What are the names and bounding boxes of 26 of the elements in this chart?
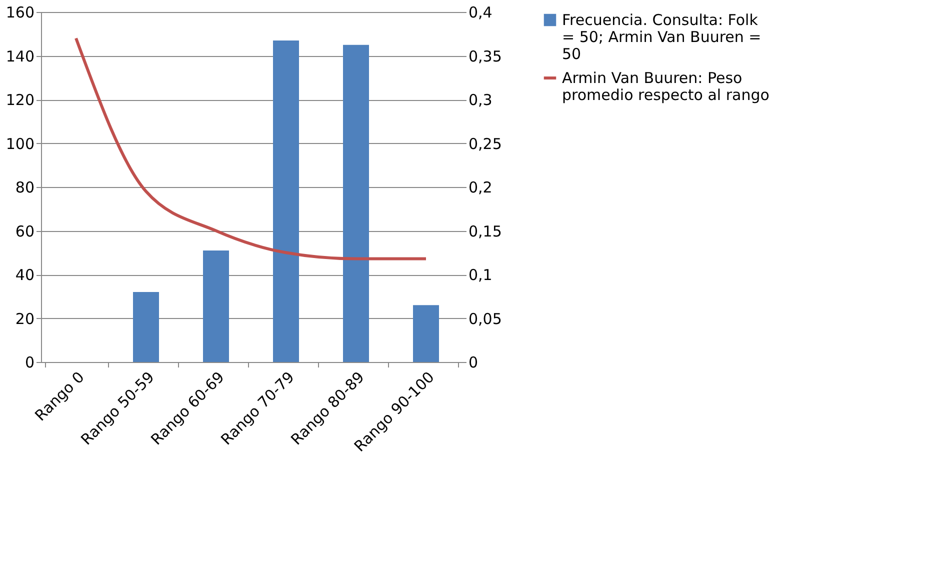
y2-tick-label: 0,1 (468, 266, 492, 284)
bar (133, 292, 159, 362)
y-tick-label: 120 (6, 91, 34, 109)
y-tick-label: 40 (15, 266, 34, 284)
y2-tick-label: 0,3 (468, 91, 492, 109)
y-tick-label: 140 (6, 47, 34, 66)
legend-label: Armin Van Buuren: Peso promedio respecto al rango (562, 69, 770, 104)
y-tick-label: 100 (6, 134, 34, 153)
y-tick-label: 0 (24, 354, 34, 372)
y2-tick-label: 0,35 (468, 47, 502, 66)
bar (413, 305, 439, 362)
legend-label: Frecuencia. Consulta: Folk = 50; Armin Van Buuren = 50 (562, 11, 762, 63)
y2-tick-label: 0,15 (468, 222, 502, 240)
y2-tick-label: 0,4 (468, 4, 492, 22)
bar (343, 44, 369, 362)
y-tick-label: 60 (15, 222, 34, 240)
line-series (74, 36, 428, 260)
bar (273, 40, 299, 362)
y2-tick-label: 0,25 (468, 134, 502, 153)
y-tick-label: 80 (15, 178, 34, 196)
bar (203, 250, 229, 362)
y2-tick-label: 0 (468, 354, 478, 372)
y-tick-label: 20 (15, 310, 34, 328)
y2-tick-label: 0,05 (468, 310, 502, 328)
y-tick-label: 160 (6, 4, 34, 22)
y2-tick-label: 0,2 (468, 178, 492, 196)
